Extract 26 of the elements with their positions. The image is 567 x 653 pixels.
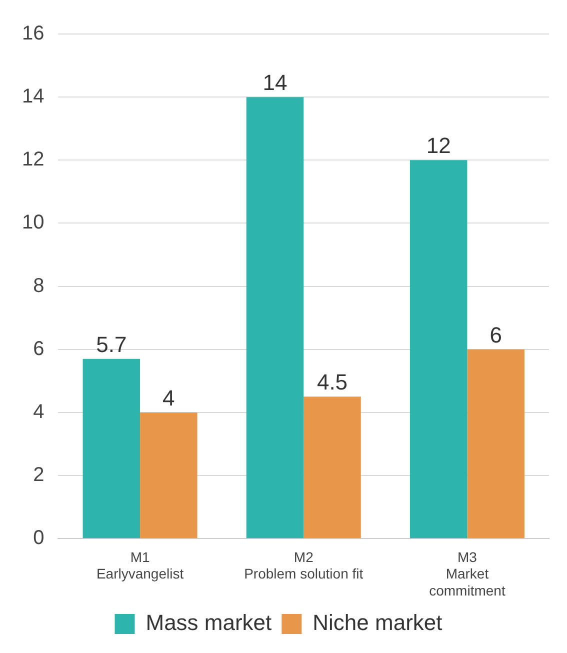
legend-label: Mass market [146, 610, 272, 636]
x-tick-label: M3 Market commitment [429, 548, 506, 598]
bar [140, 412, 198, 538]
bar [82, 358, 140, 538]
y-tick-label: 2 [33, 464, 44, 486]
data-label: 6 [490, 322, 502, 348]
legend-label: Niche market [312, 610, 442, 636]
data-label: 5.7 [96, 332, 127, 357]
data-label: 12 [426, 133, 451, 158]
data-label: 14 [262, 70, 288, 96]
bar [467, 349, 524, 538]
bar [304, 396, 361, 538]
y-tick-label: 6 [33, 338, 44, 360]
x-tick-label: M1 Earlyvangelist [96, 548, 184, 582]
data-label: 4 [162, 386, 175, 411]
y-tick-label: 10 [22, 212, 44, 234]
y-tick-label: 4 [33, 400, 44, 423]
y-tick-label: 0 [33, 527, 44, 550]
bar [410, 160, 468, 538]
y-tick-label: 16 [22, 22, 44, 45]
data-label: 4.5 [316, 370, 348, 395]
y-tick-label: 8 [33, 274, 44, 297]
x-tick-label: M2 Problem solution fit [244, 548, 364, 582]
y-tick-label: 12 [22, 148, 44, 171]
y-tick-label: 14 [22, 86, 44, 108]
bar [246, 97, 304, 538]
